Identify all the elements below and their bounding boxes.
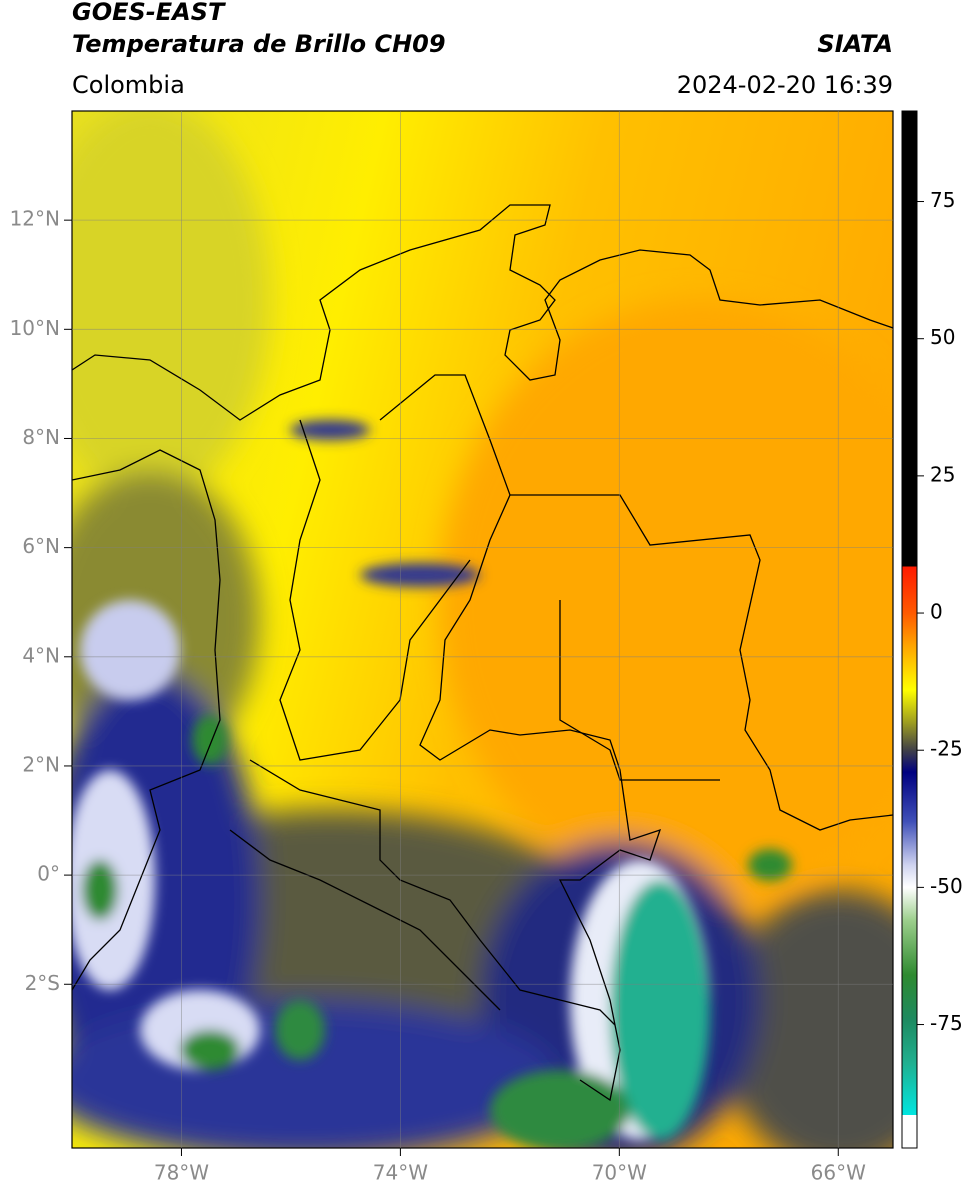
colorbar xyxy=(901,110,918,1149)
x-tick-label: 66°W xyxy=(811,1161,866,1185)
y-tick-label: 2°S xyxy=(25,971,60,995)
colorbar-tick-label: -50 xyxy=(930,874,963,898)
colorbar-tick-label: 50 xyxy=(930,325,955,349)
colorbar-tick-label: 75 xyxy=(930,188,955,212)
source: SIATA xyxy=(817,30,893,58)
satellite-image xyxy=(72,111,893,1148)
datetime: 2024-02-20 16:39 xyxy=(677,71,893,99)
title: GOES-EAST xyxy=(72,0,226,26)
y-tick-label: 0° xyxy=(37,862,60,886)
colorbar-tick-label: 0 xyxy=(930,600,943,624)
colorbar-tick-label: 25 xyxy=(930,462,955,486)
y-tick-label: 2°N xyxy=(22,752,60,776)
colorbar-tick-label: -25 xyxy=(930,737,963,761)
colorbar-tick-label: -75 xyxy=(930,1011,963,1035)
y-tick-label: 12°N xyxy=(10,207,60,231)
y-tick-label: 8°N xyxy=(22,425,60,449)
x-tick-label: 74°W xyxy=(373,1161,428,1185)
subtitle: Temperatura de Brillo CH09 xyxy=(72,30,446,58)
x-tick-label: 70°W xyxy=(592,1161,647,1185)
y-tick-label: 10°N xyxy=(10,316,60,340)
y-tick-label: 6°N xyxy=(22,534,60,558)
region: Colombia xyxy=(72,71,185,99)
map-frame xyxy=(71,110,894,1149)
y-tick-label: 4°N xyxy=(22,643,60,667)
x-tick-label: 78°W xyxy=(154,1161,209,1185)
